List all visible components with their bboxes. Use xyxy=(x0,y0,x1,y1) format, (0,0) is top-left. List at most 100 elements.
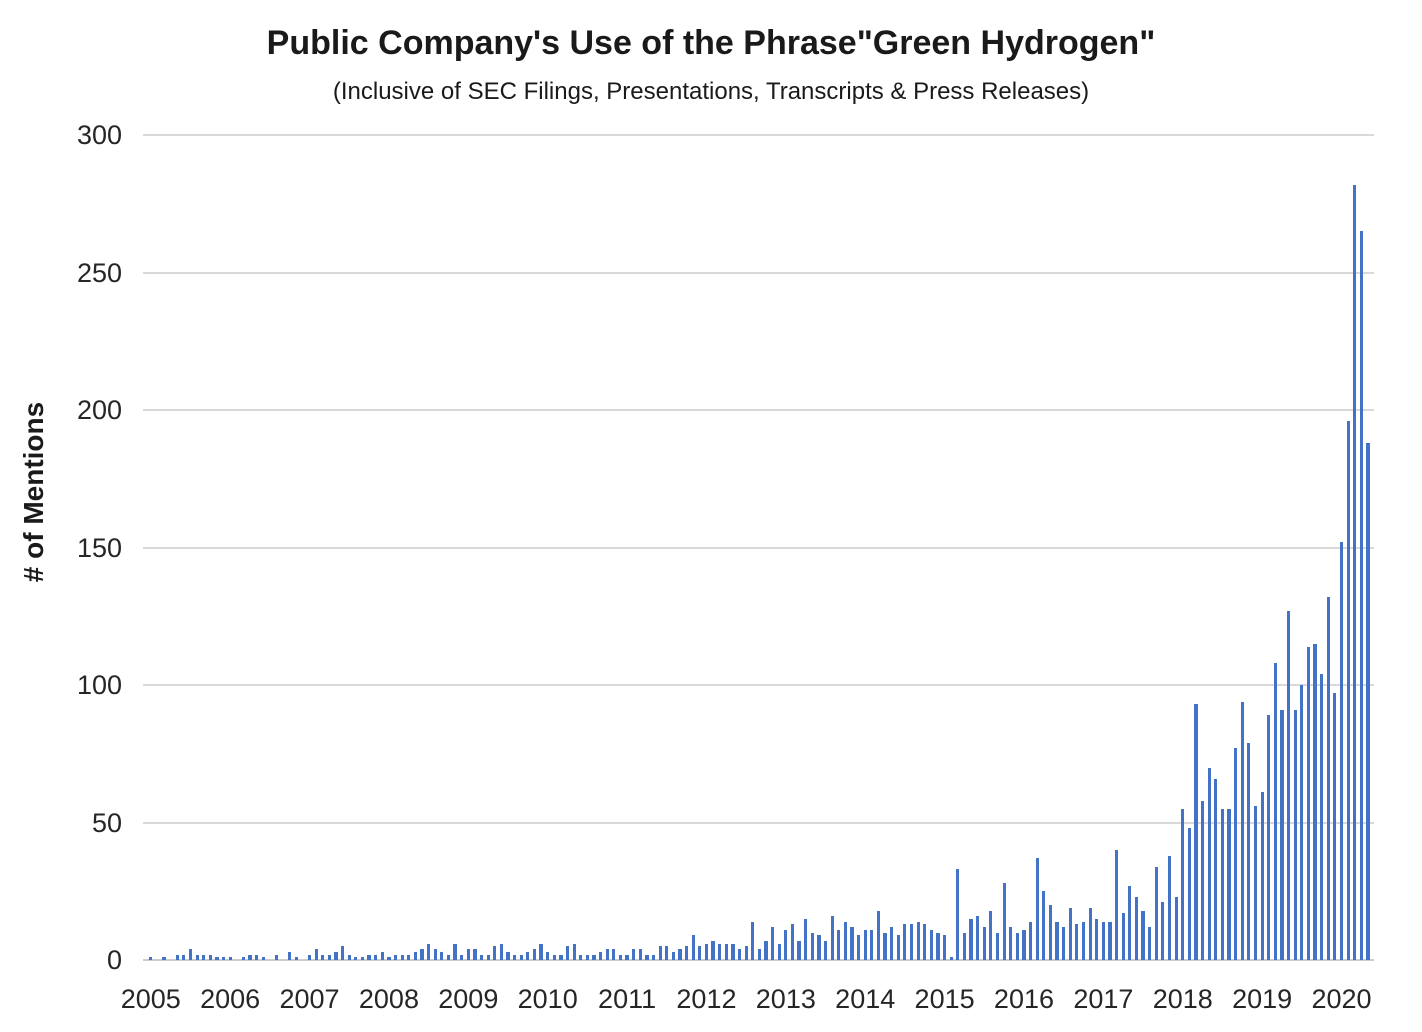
bar-2009-m8 xyxy=(513,954,517,960)
bar-2008-m12 xyxy=(460,954,464,960)
bar-2011-m12 xyxy=(698,946,702,960)
bar-2018-m1 xyxy=(1181,808,1185,960)
bar-2012-m3 xyxy=(718,943,722,960)
bar-2005-m3 xyxy=(162,957,166,960)
bar-2010-m1 xyxy=(546,951,550,960)
bar-2007-m1 xyxy=(307,954,312,960)
bar-2014-m2 xyxy=(870,929,874,960)
bar-2014-m11 xyxy=(929,929,933,960)
bar-2009-m6 xyxy=(499,943,503,960)
bar-2017-m4 xyxy=(1121,913,1125,960)
bar-2007-m6 xyxy=(341,946,345,960)
bar-2018-m3 xyxy=(1194,704,1198,960)
bar-2019-m4 xyxy=(1280,709,1284,960)
bar-2009-m10 xyxy=(526,951,530,960)
bar-2016-m3 xyxy=(1035,858,1039,960)
bar-2014-m12 xyxy=(936,932,940,960)
bar-2017-m8 xyxy=(1148,927,1152,960)
x-tick-label-2020: 2020 xyxy=(1311,984,1372,1014)
bar-2007-m2 xyxy=(314,949,318,960)
bar-2019-m9 xyxy=(1313,643,1317,960)
bar-2015-m2 xyxy=(949,957,953,960)
bar-2014-m9 xyxy=(916,921,920,960)
bar-2016-m12 xyxy=(1095,918,1099,960)
bar-2016-m9 xyxy=(1075,924,1079,960)
bar-2013-m11 xyxy=(850,927,854,960)
bar-2013-m7 xyxy=(823,940,828,960)
bar-2011-m8 xyxy=(671,951,675,960)
bar-2011-m9 xyxy=(678,949,682,960)
bar-2005-m9 xyxy=(202,954,206,960)
bar-2014-m5 xyxy=(890,927,894,960)
bar-2020-m4 xyxy=(1359,231,1363,960)
bar-2020-m1 xyxy=(1339,542,1344,960)
chart-subtitle: (Inclusive of SEC Filings, Presentations… xyxy=(332,78,1090,105)
bar-2013-m1 xyxy=(784,929,788,960)
bar-2018-m7 xyxy=(1220,808,1225,960)
chart-title: Public Company's Use of the Phrase"Green… xyxy=(266,24,1156,62)
bar-2006-m3 xyxy=(241,957,245,960)
bar-2016-m4 xyxy=(1042,891,1046,960)
bar-2011-m1 xyxy=(625,954,629,960)
bar-2012-m12 xyxy=(777,943,781,960)
bar-2013-m9 xyxy=(837,929,841,960)
bar-2019-m3 xyxy=(1273,663,1277,960)
bar-2010-m4 xyxy=(565,946,570,960)
bar-2006-m11 xyxy=(294,957,298,960)
bar-2014-m8 xyxy=(909,924,914,960)
bar-2011-m6 xyxy=(658,946,662,960)
bar-2019-m6 xyxy=(1293,709,1297,960)
bar-2009-m3 xyxy=(479,954,484,960)
y-tick-label: 0 xyxy=(106,945,122,975)
bar-2016-m1 xyxy=(1022,929,1026,960)
y-tick-label: 150 xyxy=(76,532,122,563)
bar-2011-m5 xyxy=(651,954,656,960)
bar-2007-m8 xyxy=(354,957,358,960)
bar-2012-m1 xyxy=(704,943,709,960)
bar-2012-m11 xyxy=(771,927,775,960)
gridline-300 xyxy=(143,134,1374,136)
bar-2007-m4 xyxy=(327,954,331,960)
bar-2015-m4 xyxy=(962,932,967,960)
bar-2009-m9 xyxy=(519,954,523,960)
bar-2015-m10 xyxy=(1002,883,1006,960)
bar-2011-m10 xyxy=(685,946,689,960)
bar-2005-m7 xyxy=(188,949,193,960)
bar-2016-m6 xyxy=(1055,921,1059,960)
bar-2010-m12 xyxy=(618,954,623,960)
bar-2018-m9 xyxy=(1234,748,1238,960)
gridline-100 xyxy=(143,684,1374,686)
bar-2020-m5 xyxy=(1366,443,1370,960)
bar-2013-m2 xyxy=(790,924,795,960)
bar-2005-m12 xyxy=(221,957,226,960)
bar-2010-m11 xyxy=(612,949,616,960)
bar-2007-m12 xyxy=(380,951,384,960)
bar-2011-m4 xyxy=(645,954,649,960)
bar-2007-m10 xyxy=(367,954,371,960)
bar-2017-m1 xyxy=(1101,921,1105,960)
bar-2017-m2 xyxy=(1108,921,1112,960)
x-tick-label-2013: 2013 xyxy=(755,984,816,1014)
bar-2013-m12 xyxy=(857,935,861,960)
bar-2005-m8 xyxy=(195,954,199,960)
bar-2014-m7 xyxy=(903,924,907,960)
gridline-50 xyxy=(143,821,1374,824)
bar-2005-m6 xyxy=(182,954,186,960)
bar-2005-m11 xyxy=(215,957,219,960)
bar-2008-m10 xyxy=(446,954,451,960)
bar-2009-m7 xyxy=(506,951,510,960)
bar-2006-m6 xyxy=(261,957,265,960)
bar-2008-m7 xyxy=(427,943,431,960)
x-tick-label-2014: 2014 xyxy=(835,984,896,1014)
bar-2007-m5 xyxy=(334,951,338,960)
bar-2005-m1 xyxy=(149,957,153,960)
bar-2008-m11 xyxy=(453,943,457,960)
bar-2014-m3 xyxy=(876,910,881,960)
x-tick-label-2008: 2008 xyxy=(358,984,419,1014)
gridline-200 xyxy=(143,409,1374,411)
bar-2019-m11 xyxy=(1326,597,1330,960)
x-tick-label-2016: 2016 xyxy=(993,984,1054,1014)
bar-2012-m9 xyxy=(757,949,761,960)
bar-2008-m3 xyxy=(400,954,404,960)
y-tick-label: 200 xyxy=(76,395,122,425)
